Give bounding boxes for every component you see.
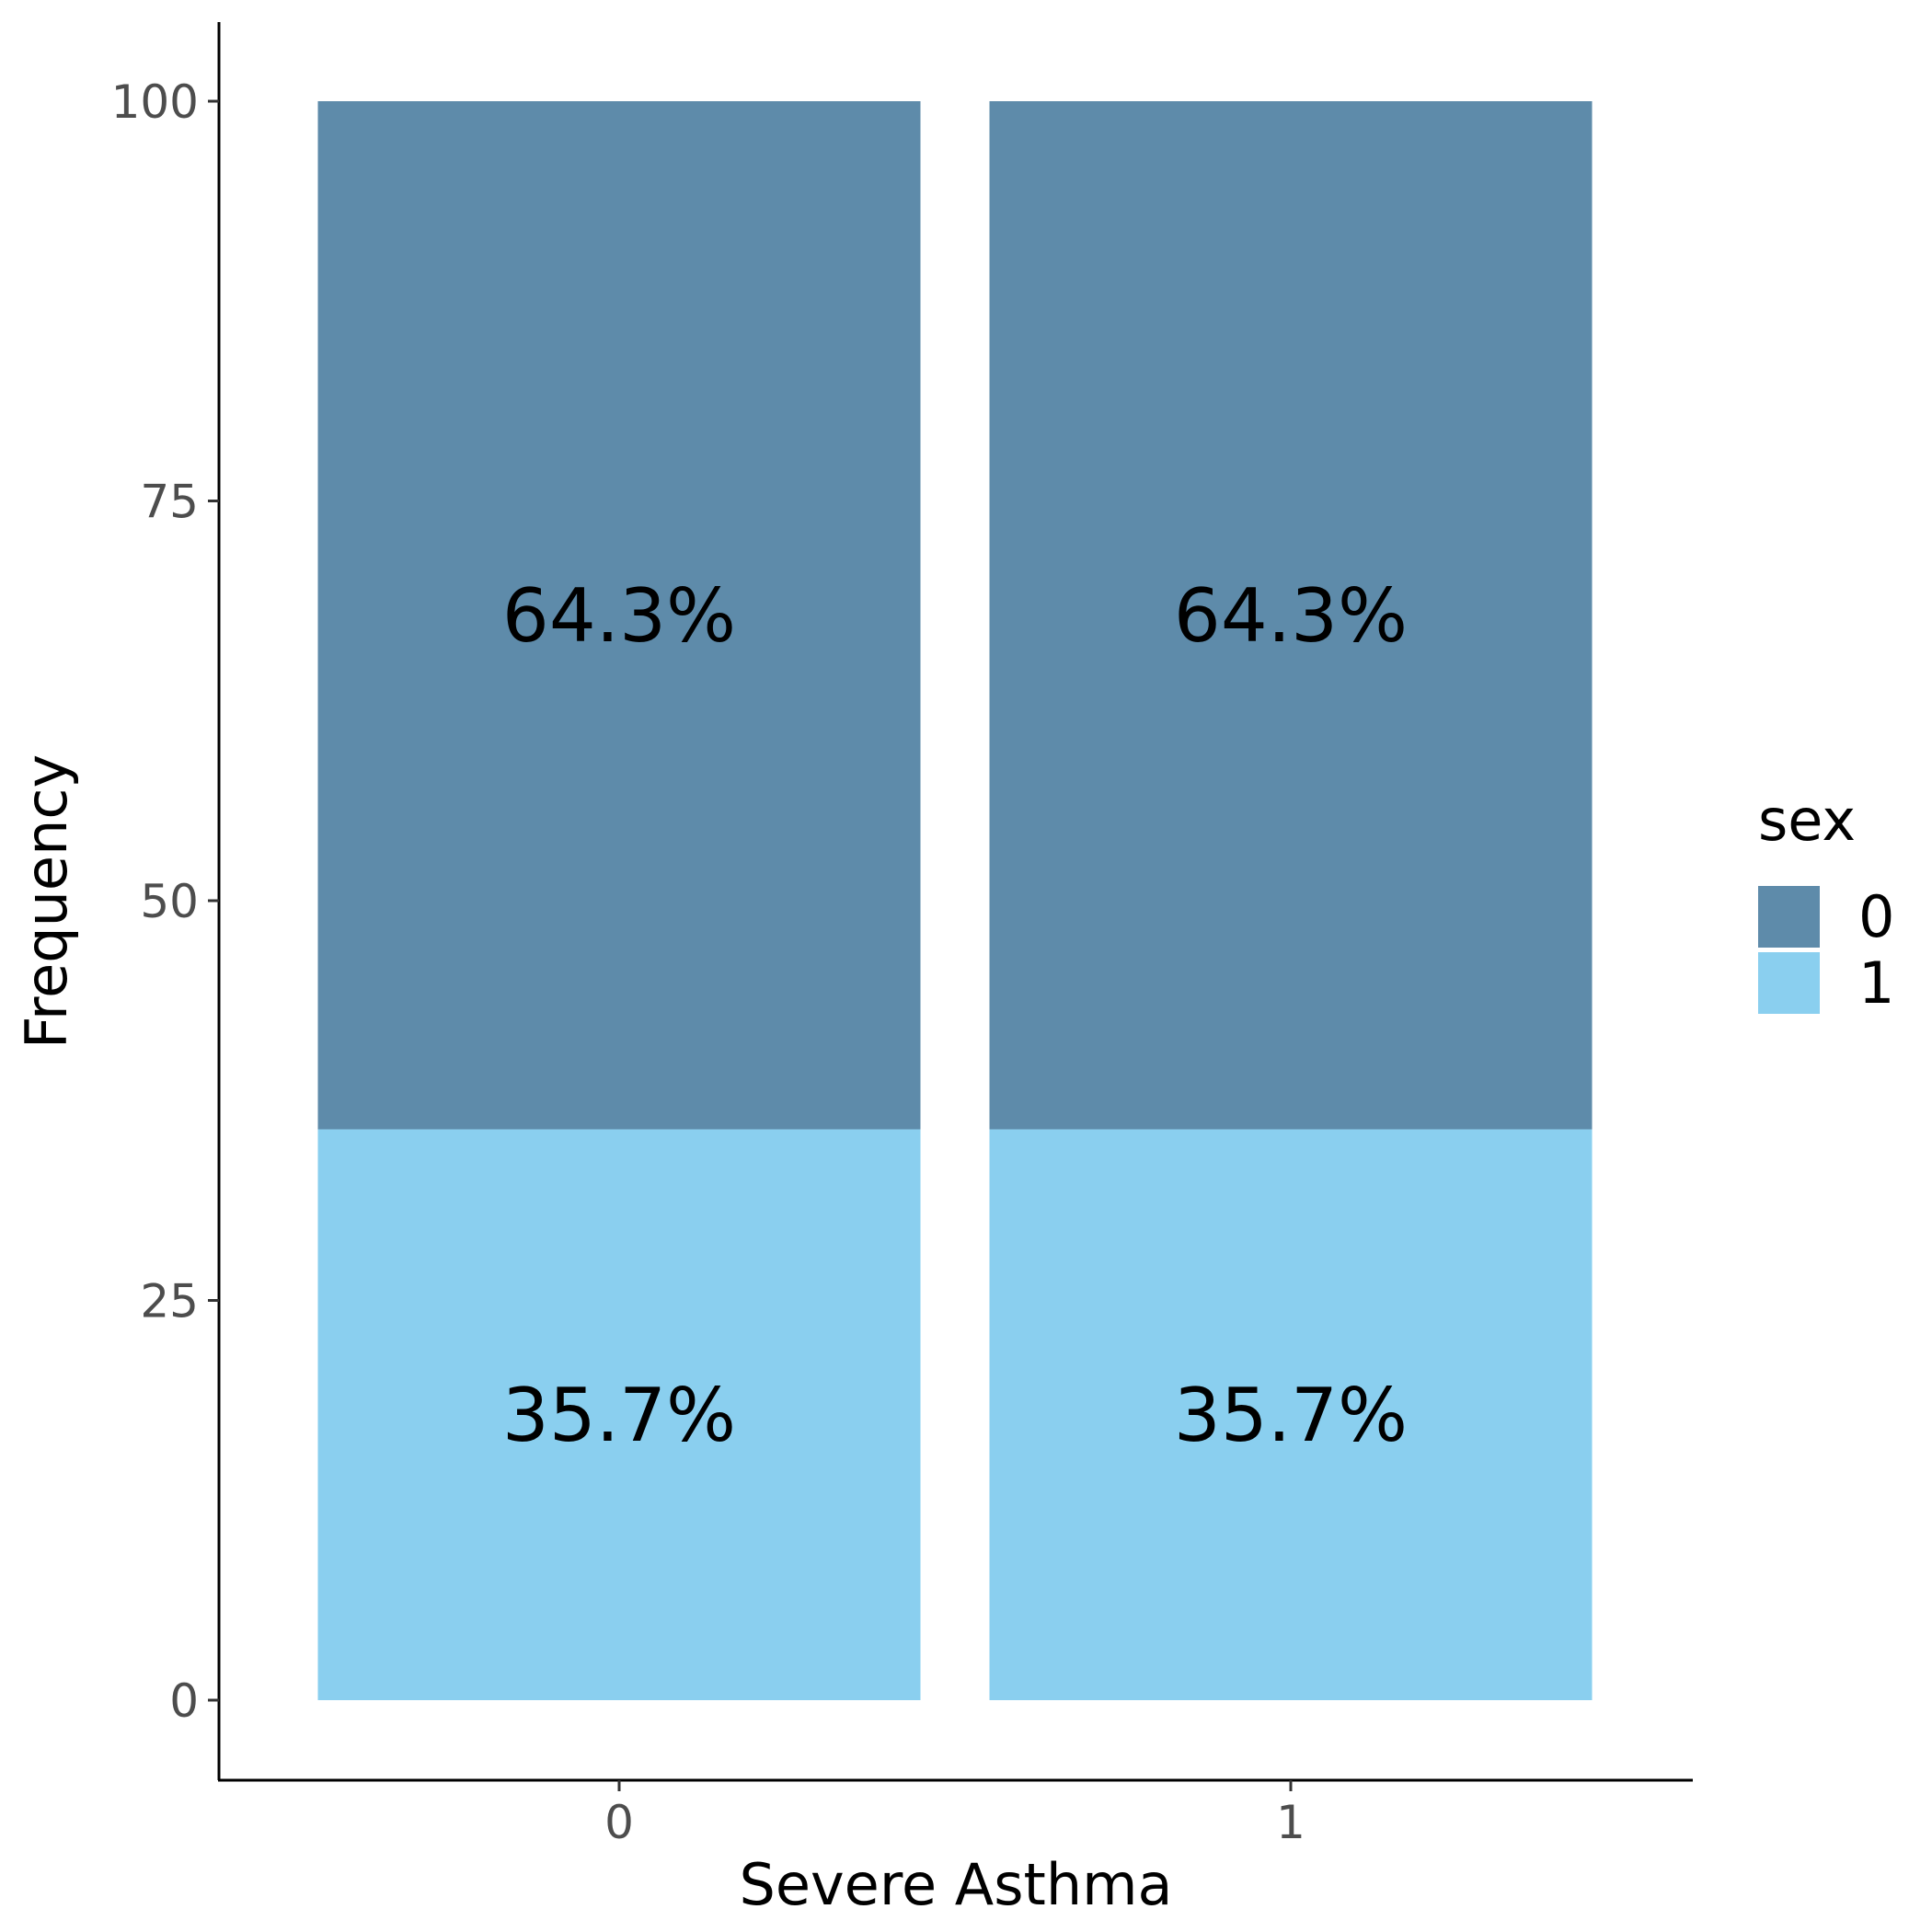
bar-label-sex-0-cat-0: 64.3% (502, 573, 736, 659)
legend-label-0: 0 (1858, 883, 1894, 950)
y-tick-label: 100 (111, 75, 199, 129)
y-tick-label: 0 (169, 1674, 199, 1728)
x-tick-label: 0 (604, 1796, 634, 1849)
bars (317, 101, 1593, 1700)
legend-label-1: 1 (1858, 949, 1894, 1017)
bar-labels: 35.7% 64.3% 35.7% 64.3% (502, 573, 1408, 1458)
x-axis-title: Severe Asthma (739, 1851, 1172, 1918)
bar-segment-sex-1-cat-0 (317, 1129, 921, 1700)
y-axis-title: Frequency (13, 754, 80, 1049)
y-ticks: 0 25 50 75 100 (111, 75, 219, 1728)
legend-title: sex (1758, 787, 1856, 854)
legend-key-1 (1758, 952, 1820, 1014)
legend: sex 01 (1758, 787, 1894, 1017)
bar-label-sex-1-cat-1: 35.7% (1174, 1373, 1408, 1458)
y-tick-label: 25 (140, 1275, 199, 1328)
bar-label-sex-1-cat-0: 35.7% (502, 1373, 736, 1458)
y-tick-label: 75 (140, 476, 199, 529)
bar-segment-sex-0-cat-1 (989, 101, 1593, 1130)
x-tick-label: 1 (1276, 1796, 1305, 1849)
legend-key-0 (1758, 886, 1820, 948)
bar-label-sex-0-cat-1: 64.3% (1174, 573, 1408, 659)
y-tick-label: 50 (140, 875, 199, 928)
bar-segment-sex-1-cat-1 (989, 1129, 1593, 1700)
bar-segment-sex-0-cat-0 (317, 101, 921, 1130)
